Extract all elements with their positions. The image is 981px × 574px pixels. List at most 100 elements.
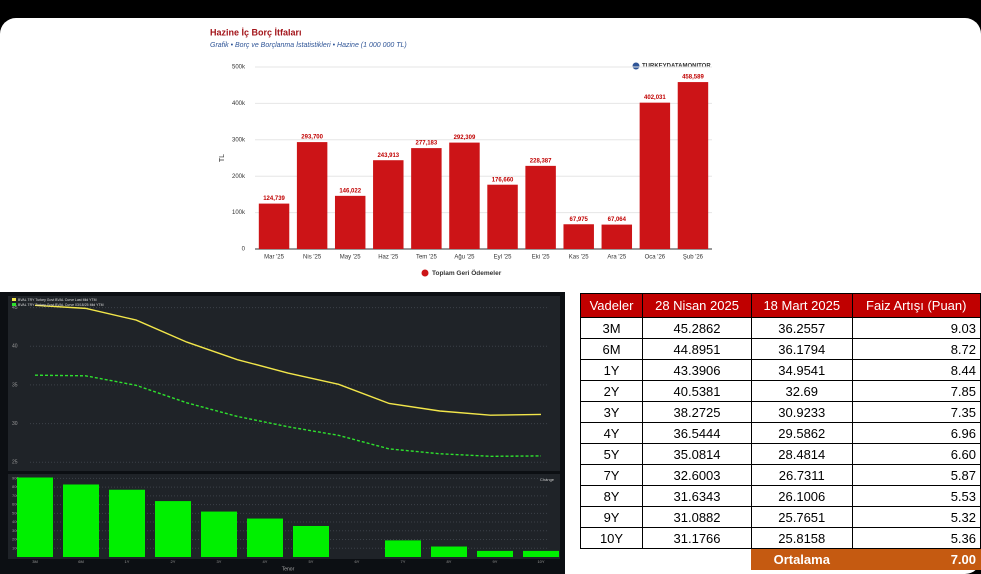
table-cell: 31.0882 [642, 506, 753, 528]
table-row: 3Y 38.2725 30.9233 7.35 [579, 401, 981, 423]
y-tick-label: 0 [242, 247, 246, 253]
legend-label: BVAL TRY Turkey Govt BVAL Curve 03/18/25… [18, 303, 104, 307]
bar [487, 184, 518, 249]
table-cell: 5Y [579, 443, 644, 465]
bar [411, 148, 442, 249]
table-cell: 31.6343 [642, 485, 753, 507]
table-cell: 36.5444 [642, 422, 753, 444]
line [34, 374, 542, 458]
table-cell: 6.60 [851, 443, 981, 465]
x-tick-label: 10Y [537, 559, 544, 564]
bar [525, 165, 556, 249]
legend-label: BVAL TRY Turkey Govt BVAL Curve Last Mid… [18, 298, 97, 302]
value-label: 292,309 [454, 135, 476, 141]
table-row: 3M 45.2862 36.2557 9.03 [579, 317, 981, 339]
x-tick-label: May '25 [340, 255, 361, 261]
value-label: 458,589 [682, 75, 704, 81]
table-cell: 26.7311 [751, 464, 853, 486]
y-tick-label: 40 [12, 344, 18, 350]
plot-area [8, 474, 560, 559]
table-cell: 3Y [579, 401, 644, 423]
y-tick-label: 300k [232, 137, 246, 143]
table-cell: 5.53 [851, 485, 981, 507]
y-tick-label: 500k [232, 65, 246, 71]
value-label: 293,700 [301, 135, 323, 141]
table-cell: 4Y [579, 422, 644, 444]
bar [563, 224, 594, 249]
table-cell: 25.7651 [751, 506, 853, 528]
x-tick-label: 4Y [263, 559, 268, 564]
x-tick-label: Ağu '25 [454, 255, 475, 261]
x-tick-label: 8Y [447, 559, 452, 564]
footer-row: Ortalama 7.00 [581, 548, 981, 570]
value-label: 146,022 [339, 188, 361, 194]
table-row: 5Y 35.0814 28.4814 6.60 [579, 443, 981, 465]
header-cell: 18 Mart 2025 [751, 293, 853, 318]
table-cell: 29.5862 [751, 422, 853, 444]
x-tick-label: Şub '26 [683, 255, 704, 261]
bar [449, 142, 480, 249]
table-row: 2Y 40.5381 32.69 7.85 [579, 380, 981, 402]
table-cell: 7.35 [851, 401, 981, 423]
x-tick-label: 9Y [493, 559, 498, 564]
x-tick-label: 6Y [355, 559, 360, 564]
x-tick-label: Eyl '25 [494, 255, 512, 261]
bar [201, 511, 237, 557]
table-cell: 40.5381 [642, 380, 753, 402]
logo-icon [632, 62, 640, 70]
legend-marker [421, 269, 429, 277]
blank-cell [643, 549, 752, 570]
table-cell: 36.1794 [751, 338, 853, 360]
blank-cell [581, 549, 643, 570]
header-cell: 28 Nisan 2025 [642, 293, 753, 318]
bar [247, 518, 283, 557]
legend-swatch [12, 303, 16, 306]
table-row: 9Y 31.0882 25.7651 5.32 [579, 506, 981, 528]
chart-title: Hazine İç Borç İtfaları [210, 27, 302, 37]
x-tick-label: Tem '25 [416, 255, 437, 261]
table-cell: 5.32 [851, 506, 981, 528]
x-tick-label: Nis '25 [303, 255, 322, 261]
yield-table: Vadeler 28 Nisan 2025 18 Mart 2025 Faiz Art… [579, 293, 981, 570]
table-row: 6M 44.8951 36.1794 8.72 [579, 338, 981, 360]
chart-subtitle: Grafik • Borç ve Borçlanma İstatistikler… [210, 41, 407, 49]
x-tick-label: 2Y [171, 559, 176, 564]
table-cell: 44.8951 [642, 338, 753, 360]
bar [477, 550, 513, 557]
legend-label: Toplam Geri Ödemeler [432, 268, 502, 277]
x-axis-title: Tenor [282, 566, 295, 572]
y-tick-label: 500 [12, 510, 19, 515]
x-tick-label: Haz '25 [378, 255, 399, 261]
bar [601, 224, 633, 249]
table-cell: 7Y [579, 464, 644, 486]
header-cell: Faiz Artışı (Puan) [851, 293, 981, 318]
y-tick-label: 400k [232, 101, 246, 107]
value-label: 277,183 [416, 141, 438, 147]
table-cell: 45.2862 [642, 317, 753, 339]
x-tick-label: Ara '25 [607, 255, 626, 261]
bar [431, 546, 467, 557]
header-row: Vadeler 28 Nisan 2025 18 Mart 2025 Faiz Art… [579, 293, 981, 318]
x-tick-label: 5Y [309, 559, 314, 564]
table-cell: 30.9233 [751, 401, 853, 423]
y-tick-label: 35 [12, 382, 18, 388]
table-row: 10Y 31.1766 25.8158 5.36 [579, 527, 981, 549]
table-cell: 8.72 [851, 338, 981, 360]
table-cell: 7.85 [851, 380, 981, 402]
x-tick-label: Oca '26 [645, 255, 666, 261]
y-tick-label: 300 [12, 528, 19, 533]
bar [677, 82, 709, 249]
table-cell: 2Y [579, 380, 644, 402]
table-row: 4Y 36.5444 29.5862 6.96 [579, 422, 981, 444]
y-tick-label: 45 [12, 305, 18, 311]
bar [293, 525, 329, 557]
value-label: 124,739 [263, 196, 285, 202]
table-cell: 35.0814 [642, 443, 753, 465]
x-tick-label: 6M [78, 559, 84, 564]
table-cell: 9Y [579, 506, 644, 528]
table-row: 8Y 31.6343 26.1006 5.53 [579, 485, 981, 507]
value-label: 228,387 [530, 158, 552, 164]
y-tick-label: 100 [12, 545, 19, 550]
